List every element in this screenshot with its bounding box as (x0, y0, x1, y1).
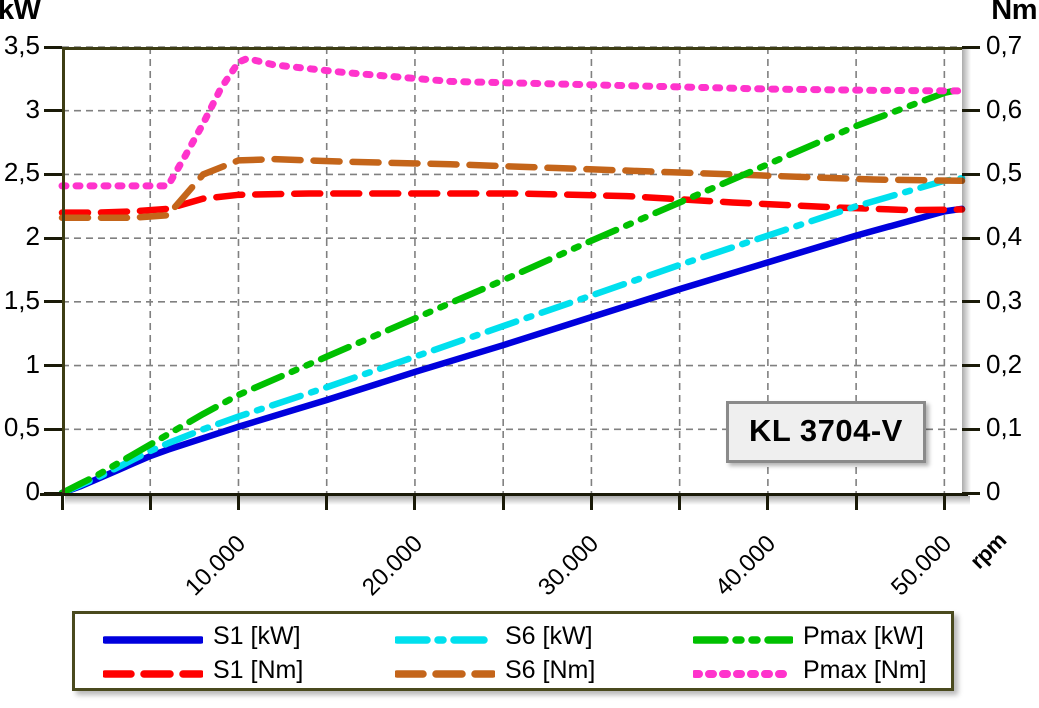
tick-mark-x (413, 493, 417, 510)
legend-swatch-dashdotdot (693, 635, 793, 644)
tick-mark-x (766, 493, 770, 510)
legend-label: S1 [Nm] (213, 656, 304, 684)
legend-item[interactable]: S1 [kW] (103, 622, 301, 651)
y-axis-right-tick-label: 0,1 (986, 412, 1023, 443)
y-axis-right-tick-label: 0,4 (986, 221, 1023, 252)
right-axis-shadow (962, 47, 971, 496)
tick-mark-x (236, 493, 240, 510)
legend-label: Pmax [kW] (803, 622, 924, 650)
y-axis-left-tick-label: 2 (25, 221, 40, 252)
legend-swatch-dashdot (395, 635, 495, 644)
bottom-axis-shadow (65, 496, 970, 505)
right-axis-title: Nm (991, 0, 1037, 26)
y-axis-right-tick-label: 0,2 (986, 348, 1023, 379)
tick-mark-x (148, 493, 152, 510)
legend-swatch-solid (103, 635, 203, 644)
tick-mark-y-left (44, 109, 62, 113)
legend-label: S1 [kW] (213, 622, 301, 650)
tick-mark-y-right (962, 427, 980, 431)
tick-mark-y-right (962, 364, 980, 368)
tick-mark-x (589, 493, 593, 510)
tick-mark-y-left (44, 300, 62, 304)
legend: S1 [kW] S1 [Nm] S6 [kW] S6 [Nm] Pmax [kW] Pma… (72, 611, 954, 691)
legend-item[interactable]: S6 [Nm] (395, 656, 595, 685)
left-axis-title: kW (0, 0, 41, 26)
tick-mark-y-right (962, 236, 980, 240)
y-axis-right-tick-label: 0 (986, 476, 1001, 506)
y-axis-right-tick-label: 0,6 (986, 93, 1023, 124)
legend-item[interactable]: Pmax [kW] (693, 622, 924, 651)
series-line-pmax-nm (58, 54, 966, 190)
series-line-pmax-kw (58, 85, 966, 497)
y-axis-left-tick-label: 2,5 (3, 157, 40, 188)
legend-item[interactable]: Pmax [Nm] (693, 656, 927, 685)
y-axis-right-tick-label: 0,7 (986, 30, 1023, 60)
legend-swatch-dashed (103, 669, 203, 678)
series-layer (58, 54, 966, 497)
tick-mark-y-left (44, 172, 62, 176)
legend-label: Pmax [Nm] (803, 656, 927, 684)
tick-mark-y-right (962, 491, 980, 495)
model-badge: KL 3704-V (726, 401, 926, 463)
tick-mark-x (942, 493, 946, 510)
tick-mark-y-left (44, 427, 62, 431)
y-axis-left-tick-label: 1,5 (3, 284, 40, 315)
tick-mark-x (854, 493, 858, 510)
series-line-s1-nm (58, 190, 966, 216)
tick-mark-x (501, 493, 505, 510)
tick-mark-x (678, 493, 682, 510)
legend-swatch-dashed (395, 669, 495, 678)
tick-mark-y-right (962, 45, 980, 49)
tick-mark-y-right (962, 300, 980, 304)
tick-mark-y-right (962, 172, 980, 176)
y-axis-left-tick-label: 0,5 (3, 412, 40, 443)
legend-label: S6 [kW] (505, 622, 593, 650)
y-axis-right-tick-label: 0,5 (986, 157, 1023, 188)
tick-mark-y-left (44, 45, 62, 49)
y-axis-right-tick-label: 0,3 (986, 284, 1023, 315)
y-axis-left-tick-label: 1 (25, 348, 40, 379)
legend-swatch-dotted (693, 669, 793, 678)
y-axis-left-tick-label: 3 (25, 93, 40, 124)
tick-mark-y-right (962, 109, 980, 113)
tick-mark-y-left (44, 236, 62, 240)
tick-mark-x (325, 493, 329, 510)
series-line-s6-kw (58, 175, 966, 497)
legend-label: S6 [Nm] (505, 656, 596, 684)
y-axis-left-tick-label: 3,5 (3, 30, 40, 60)
tick-mark-x (60, 493, 64, 510)
tick-mark-y-left (44, 364, 62, 368)
legend-item[interactable]: S1 [Nm] (103, 656, 303, 685)
legend-item[interactable]: S6 [kW] (395, 622, 593, 651)
series-line-s1-kw (58, 205, 966, 497)
gridlines (62, 46, 962, 493)
tick-mark-y-left (44, 491, 62, 495)
y-axis-left-tick-label: 0 (25, 476, 40, 506)
